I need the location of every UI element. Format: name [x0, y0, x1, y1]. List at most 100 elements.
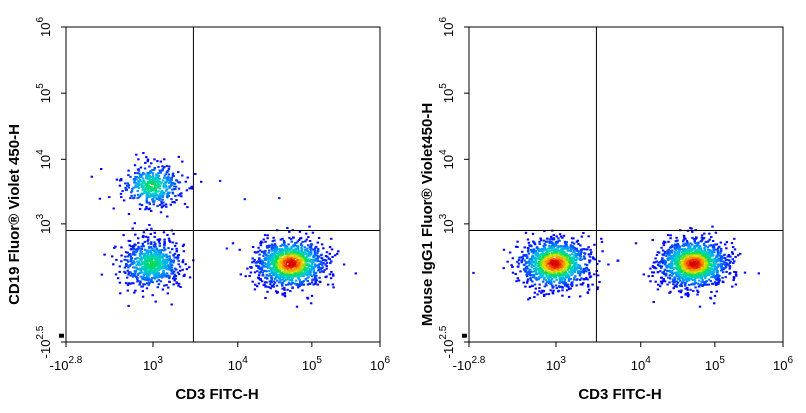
event-dot: [670, 272, 674, 274]
event-dot: [583, 257, 587, 260]
event-dot: [275, 266, 278, 268]
event-dot: [668, 274, 671, 276]
event-dot: [291, 250, 294, 253]
event-dot: [542, 293, 546, 296]
event-dot: [576, 257, 579, 260]
event-dot: [155, 280, 159, 283]
event-dot: [699, 245, 702, 248]
event-dot: [682, 279, 685, 281]
event-dot: [122, 234, 125, 237]
event-dot: [145, 228, 149, 231]
event-dot: [155, 273, 159, 276]
event-dot: [336, 252, 339, 255]
event-dot: [276, 279, 279, 282]
event-dot: [571, 262, 575, 264]
event-dot: [143, 252, 146, 255]
event-dot: [113, 246, 116, 249]
event-dot: [124, 189, 128, 192]
event-dot: [144, 271, 147, 274]
event-dot: [287, 283, 290, 286]
event-dot: [123, 258, 126, 261]
event-dot: [656, 263, 660, 266]
event-dot: [139, 269, 142, 272]
event-dot: [283, 292, 287, 294]
event-dot: [523, 263, 526, 266]
event-dot: [524, 231, 528, 234]
event-dot: [168, 165, 171, 168]
event-dot: [155, 197, 158, 200]
event-dot: [686, 263, 690, 266]
event-dot: [528, 244, 531, 247]
event-dot: [544, 248, 547, 251]
event-dot: [555, 287, 558, 290]
event-dot: [607, 263, 610, 266]
event-dot: [153, 269, 156, 272]
event-dot: [263, 281, 267, 284]
event-dot: [700, 276, 704, 279]
event-dot: [705, 262, 708, 265]
event-dot: [317, 268, 321, 271]
event-dot: [284, 278, 288, 281]
event-dot: [290, 246, 293, 249]
event-dot: [577, 250, 581, 253]
event-dot: [297, 276, 301, 279]
event-dot: [554, 244, 557, 247]
event-dot: [538, 243, 541, 245]
event-dot: [705, 264, 708, 267]
event-dot: [506, 260, 509, 263]
event-dot: [557, 267, 560, 270]
event-dot: [316, 251, 319, 254]
event-dot: [574, 248, 577, 250]
event-dot: [673, 256, 677, 259]
event-dot: [150, 187, 153, 190]
event-dot: [161, 256, 164, 259]
event-dot: [283, 261, 286, 264]
event-dot: [580, 251, 583, 254]
event-dot: [690, 258, 693, 261]
event-dot: [673, 278, 676, 281]
event-dot: [591, 283, 594, 286]
event-dot: [678, 272, 681, 275]
event-dot: [125, 264, 129, 267]
event-dot: [692, 273, 695, 276]
event-dot: [543, 253, 546, 256]
event-dot: [698, 263, 701, 266]
event-dot: [703, 243, 706, 246]
event-dot: [727, 259, 731, 262]
event-dot: [697, 249, 700, 251]
event-dot: [536, 257, 540, 260]
event-dot: [178, 265, 182, 268]
event-dot: [739, 252, 742, 255]
event-dot: [696, 293, 699, 296]
event-dot: [272, 236, 275, 239]
event-dot: [566, 247, 570, 250]
event-dot: [163, 186, 166, 189]
event-dot: [553, 263, 556, 265]
event-dot: [559, 235, 563, 238]
event-dot: [725, 262, 728, 265]
event-dot: [162, 270, 165, 272]
event-dot: [320, 267, 323, 270]
event-dot: [678, 271, 682, 273]
event-dot: [303, 246, 307, 249]
event-dot: [563, 262, 566, 265]
event-dot: [516, 246, 519, 248]
event-dot: [550, 278, 554, 281]
event-dot: [539, 268, 543, 271]
event-dot: [719, 260, 723, 263]
event-dot: [133, 291, 136, 294]
event-dot: [174, 277, 177, 280]
x-tick-label: -102.8: [50, 355, 83, 373]
event-dot: [693, 279, 696, 282]
event-dot: [682, 275, 685, 278]
event-dot: [579, 272, 582, 275]
event-dot: [687, 277, 690, 280]
event-dot: [258, 271, 261, 274]
event-dot: [285, 273, 288, 276]
event-dot: [143, 240, 147, 243]
event-dot: [156, 194, 159, 197]
event-dot: [589, 248, 592, 251]
event-dot: [159, 275, 163, 278]
event-dot: [153, 256, 156, 259]
event-dot: [171, 241, 175, 244]
